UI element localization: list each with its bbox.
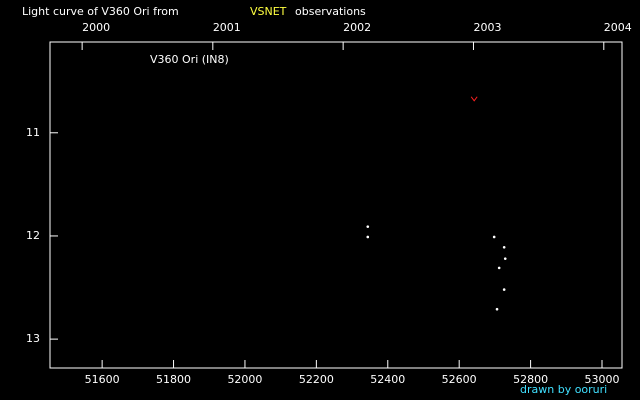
point [366,225,370,228]
x-tick-label: 52800 [513,373,548,386]
point [502,288,506,291]
x-tick-label: 53000 [585,373,620,386]
annotation: V360 Ori (IN8) [150,53,229,66]
x2-tick-label: 2002 [343,21,371,34]
point [502,245,506,249]
x-tick-label: 51800 [156,373,191,386]
point [492,235,496,239]
point [470,96,478,102]
y-tick-label: 11 [26,126,40,139]
x2-tick-label: 2001 [213,21,241,34]
chart-title: Light curve of V360 Ori from [22,5,179,18]
chart-title-link: VSNET [250,5,287,18]
y-tick-label: 13 [26,332,40,345]
x2-tick-label: 2003 [473,21,501,34]
x2-tick-label: 2000 [82,21,110,34]
point [503,257,507,260]
y-tick-label: 12 [26,229,40,242]
point [497,266,501,270]
x-tick-label: 51600 [85,373,120,386]
point [495,307,499,311]
chart-title-end: observations [295,5,366,18]
footer: drawn by ooruri [520,383,607,396]
x-tick-label: 52600 [442,373,477,386]
x-tick-label: 52400 [370,373,405,386]
x2-tick-label: 2004 [604,21,632,34]
x-tick-label: 52200 [299,373,334,386]
plot-frame [49,41,623,369]
x-tick-label: 52000 [227,373,262,386]
point [366,235,370,239]
